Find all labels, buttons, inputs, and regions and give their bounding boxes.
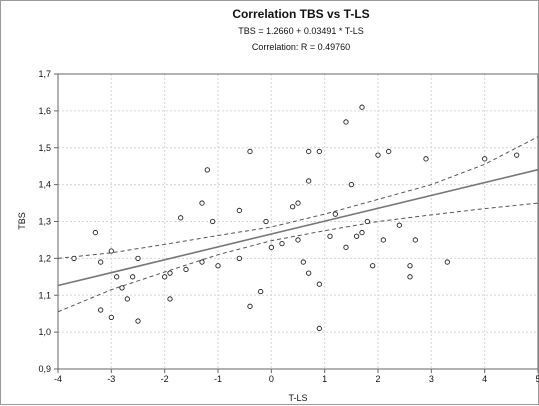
chart-title: Correlation TBS vs T-LS <box>232 7 369 21</box>
y-tick-label: 1,6 <box>38 106 51 116</box>
data-point <box>167 296 173 302</box>
data-point <box>124 296 130 302</box>
data-point <box>236 255 242 262</box>
data-point <box>444 259 450 265</box>
data-point <box>306 270 312 276</box>
regression-line <box>57 168 539 287</box>
x-tick-label: 4 <box>482 374 487 384</box>
data-point <box>295 200 301 206</box>
data-point <box>210 218 216 225</box>
confidence-lower-line <box>57 202 539 313</box>
data-point <box>370 263 376 269</box>
data-point <box>258 288 264 295</box>
x-tick-label: 0 <box>269 374 274 384</box>
data-point <box>380 237 386 243</box>
data-point <box>199 200 205 206</box>
x-tick-label: -4 <box>54 374 62 384</box>
data-point <box>407 263 413 269</box>
data-point <box>316 281 322 287</box>
data-point <box>130 274 136 280</box>
data-point <box>412 237 418 243</box>
y-tick-label: 1,4 <box>38 180 51 190</box>
x-tick-label: -2 <box>161 374 169 384</box>
y-tick-label: 1,5 <box>38 143 51 153</box>
regression-line-group <box>57 168 539 287</box>
data-point <box>290 204 296 210</box>
data-point <box>263 218 269 225</box>
data-point <box>482 156 488 162</box>
data-point <box>316 325 322 332</box>
data-point <box>268 244 274 250</box>
y-axis-ticks: 0,9 1,0 1,1 1,2 1,3 1,4 1,5 1,6 1,7 <box>38 69 58 374</box>
data-point <box>135 255 141 262</box>
data-point <box>199 259 205 265</box>
data-point <box>215 263 221 269</box>
y-axis-label: TBS <box>17 212 27 230</box>
data-point <box>316 148 322 155</box>
data-point <box>343 119 349 125</box>
x-tick-label: -3 <box>107 374 115 384</box>
confidence-upper-line <box>57 136 539 259</box>
data-point <box>108 248 114 254</box>
data-point <box>407 274 413 280</box>
regression-equation: TBS = 1.2660 + 0.03491 * T-LS <box>238 26 363 36</box>
data-point <box>183 266 189 273</box>
data-point <box>135 318 141 324</box>
data-point <box>306 178 312 184</box>
data-point <box>300 259 306 265</box>
data-point <box>375 152 381 158</box>
data-point <box>247 148 253 155</box>
y-tick-label: 1,0 <box>38 327 51 337</box>
data-point <box>98 307 104 313</box>
data-point <box>386 148 392 155</box>
x-tick-label: -1 <box>214 374 222 384</box>
x-tick-label: 2 <box>375 374 380 384</box>
data-point <box>236 207 242 214</box>
x-axis-ticks: -4 -3 -2 -1 0 1 2 3 4 5 <box>54 369 539 384</box>
data-point <box>514 152 520 158</box>
data-point <box>348 181 354 188</box>
data-point <box>71 255 77 262</box>
data-point <box>343 244 349 250</box>
data-point <box>364 218 370 225</box>
data-point <box>306 148 312 155</box>
data-point <box>114 274 120 280</box>
x-axis-label: T-LS <box>288 393 307 403</box>
data-point <box>279 240 285 247</box>
x-tick-label: 3 <box>429 374 434 384</box>
data-point <box>359 229 365 236</box>
y-tick-label: 1,7 <box>38 69 51 79</box>
data-point <box>359 104 365 110</box>
data-points <box>71 104 520 332</box>
correlation-value: Correlation: R = 0.49760 <box>252 42 350 52</box>
data-point <box>423 156 429 162</box>
data-point <box>167 270 173 276</box>
y-tick-label: 0,9 <box>38 364 51 374</box>
y-tick-label: 1,2 <box>38 253 51 263</box>
data-point <box>162 274 168 280</box>
confidence-band <box>57 136 539 313</box>
data-point <box>354 233 360 239</box>
grid-lines <box>57 73 539 370</box>
x-tick-label: 5 <box>535 374 539 384</box>
data-point <box>98 259 104 265</box>
data-point <box>396 222 402 228</box>
data-point <box>92 229 98 236</box>
data-point <box>295 237 301 243</box>
data-point <box>204 167 210 173</box>
y-tick-label: 1,3 <box>38 217 51 227</box>
data-point <box>327 233 333 239</box>
x-tick-label: 1 <box>322 374 327 384</box>
data-point <box>108 314 114 321</box>
y-tick-label: 1,1 <box>38 290 51 300</box>
data-point <box>332 211 338 217</box>
data-point <box>247 303 253 309</box>
data-point <box>178 215 184 221</box>
data-point <box>119 285 125 291</box>
